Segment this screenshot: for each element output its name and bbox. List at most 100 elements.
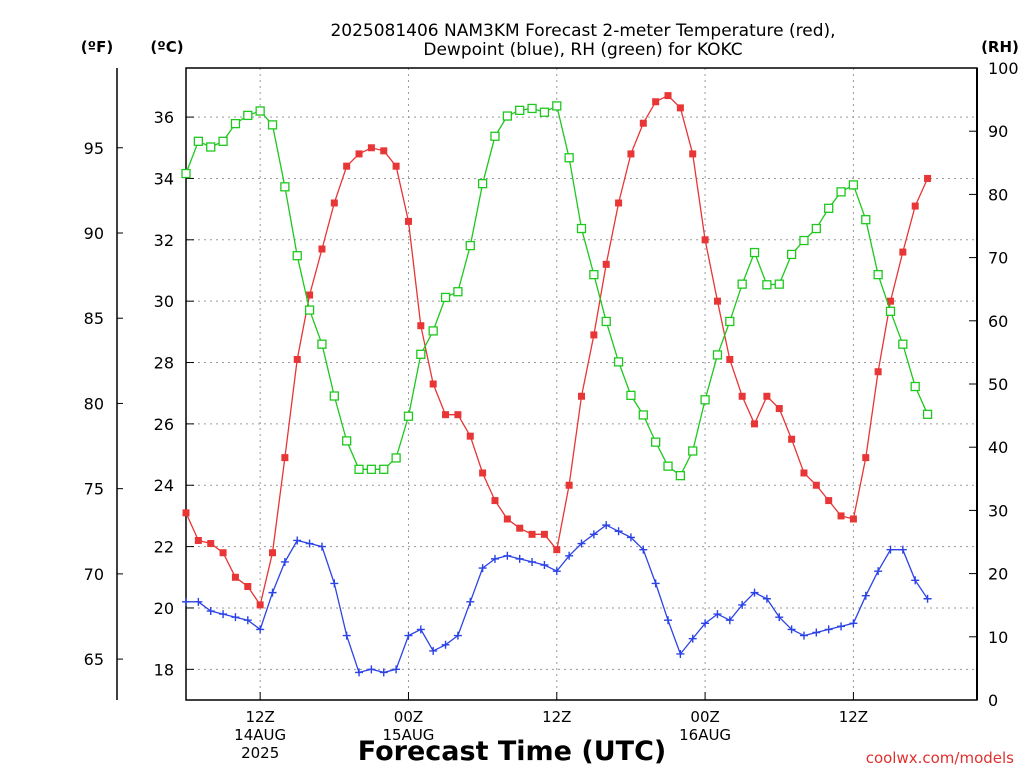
temperature-point <box>751 420 759 428</box>
temperature-point <box>182 509 190 517</box>
dewpoint-point <box>379 668 388 677</box>
dewpoint-point <box>565 551 574 560</box>
rh-tick-label: 70 <box>988 249 1008 268</box>
temperature-point <box>194 536 202 544</box>
dewpoint-point <box>317 542 326 551</box>
dewpoint-point <box>540 561 549 570</box>
x-tick-label: 00Z <box>690 708 719 726</box>
temperature-point <box>343 162 351 170</box>
series-rh <box>181 101 933 481</box>
dewpoint-point <box>602 521 611 530</box>
temperature-point <box>590 331 598 339</box>
dewpoint-point <box>738 600 747 609</box>
rh-point <box>675 470 686 481</box>
celsius-axis-label: (ºC) <box>150 38 183 56</box>
temperature-point <box>701 236 709 244</box>
temperature-point <box>231 573 239 581</box>
dewpoint-point <box>330 579 339 588</box>
temperature-point <box>664 92 672 100</box>
rh-point <box>589 270 599 280</box>
dewpoint-point <box>701 619 710 628</box>
temperature-point <box>442 411 450 419</box>
temperature-point <box>578 392 585 400</box>
fahrenheit-tick-label: 75 <box>84 480 104 499</box>
rh-point <box>391 453 401 463</box>
dewpoint-point <box>837 622 846 631</box>
dewpoint-point <box>762 594 771 603</box>
temperature-point <box>800 469 808 477</box>
temperature-point <box>639 119 647 127</box>
x-tick-label: 14AUG <box>234 726 286 744</box>
temperature-point <box>689 150 697 158</box>
rh-point <box>515 105 525 115</box>
temperature-point <box>886 297 894 305</box>
fahrenheit-tick-label: 70 <box>84 565 104 584</box>
dewpoint-point <box>441 640 450 649</box>
dewpoint-point <box>911 576 920 585</box>
celsius-tick-label: 28 <box>154 354 174 373</box>
celsius-tick-label: 34 <box>154 169 174 188</box>
axes <box>116 67 978 701</box>
rh-point <box>564 153 574 163</box>
fahrenheit-axis-label: (ºF) <box>81 38 113 56</box>
rh-point <box>304 305 315 315</box>
temperature-point <box>837 512 845 520</box>
temperature-point <box>652 98 660 106</box>
rh-point <box>749 247 760 258</box>
temperature-point <box>318 245 326 253</box>
rh-point <box>477 179 488 189</box>
temperature-point <box>380 147 388 155</box>
chart-title-line-1: 2025081406 NAM3KM Forecast 2-meter Tempe… <box>330 21 835 41</box>
x-tick-label: 12Z <box>839 708 868 726</box>
dewpoint-point <box>651 579 660 588</box>
dewpoint-point <box>812 628 821 637</box>
fahrenheit-tick-label: 80 <box>84 394 104 413</box>
dewpoint-point <box>639 545 648 554</box>
temperature-point <box>417 322 425 330</box>
fahrenheit-tick-label: 65 <box>84 650 104 669</box>
rh-point <box>700 395 710 405</box>
temperature-point <box>775 405 783 413</box>
dewpoint-point <box>367 665 376 674</box>
rh-point <box>922 409 933 419</box>
dewpoint-point <box>219 610 228 619</box>
rh-point <box>737 279 747 289</box>
rh-point <box>255 106 265 116</box>
dewpoint-point <box>503 551 512 560</box>
rh-tick-label: 30 <box>988 501 1008 520</box>
dewpoint-point <box>898 545 907 554</box>
dewpoint-point <box>206 607 215 616</box>
temperature-point <box>713 297 721 305</box>
temperature-point <box>627 150 635 158</box>
rh-point <box>428 326 438 336</box>
rh-point <box>811 223 821 234</box>
temperature-point <box>293 355 301 363</box>
temperature-point <box>392 162 400 170</box>
dewpoint-point <box>614 527 623 536</box>
rh-point <box>292 251 302 261</box>
rh-point <box>774 279 784 289</box>
rh-point <box>873 270 883 280</box>
rh-point <box>527 103 537 114</box>
temperature-point <box>404 217 412 225</box>
dewpoint-point <box>713 610 722 619</box>
temperature-point <box>565 481 573 489</box>
temperature-point <box>491 497 499 505</box>
rh-point <box>848 180 859 190</box>
rh-point <box>317 339 327 349</box>
rh-point <box>799 235 809 246</box>
rh-point <box>329 391 339 401</box>
dewpoint-point <box>466 597 475 606</box>
rh-tick-label: 90 <box>988 122 1008 141</box>
rh-point <box>576 223 587 234</box>
dewpoint-point <box>392 665 401 674</box>
rh-tick-label: 0 <box>988 691 998 710</box>
x-tick-label: 15AUG <box>382 726 434 744</box>
celsius-tick-label: 32 <box>154 231 174 250</box>
rh-tick-label: 10 <box>988 628 1008 647</box>
dewpoint-point <box>515 554 524 563</box>
dewpoint-point <box>528 557 537 566</box>
rh-point <box>898 339 908 349</box>
rh-point <box>465 240 475 251</box>
rh-point <box>910 381 920 392</box>
